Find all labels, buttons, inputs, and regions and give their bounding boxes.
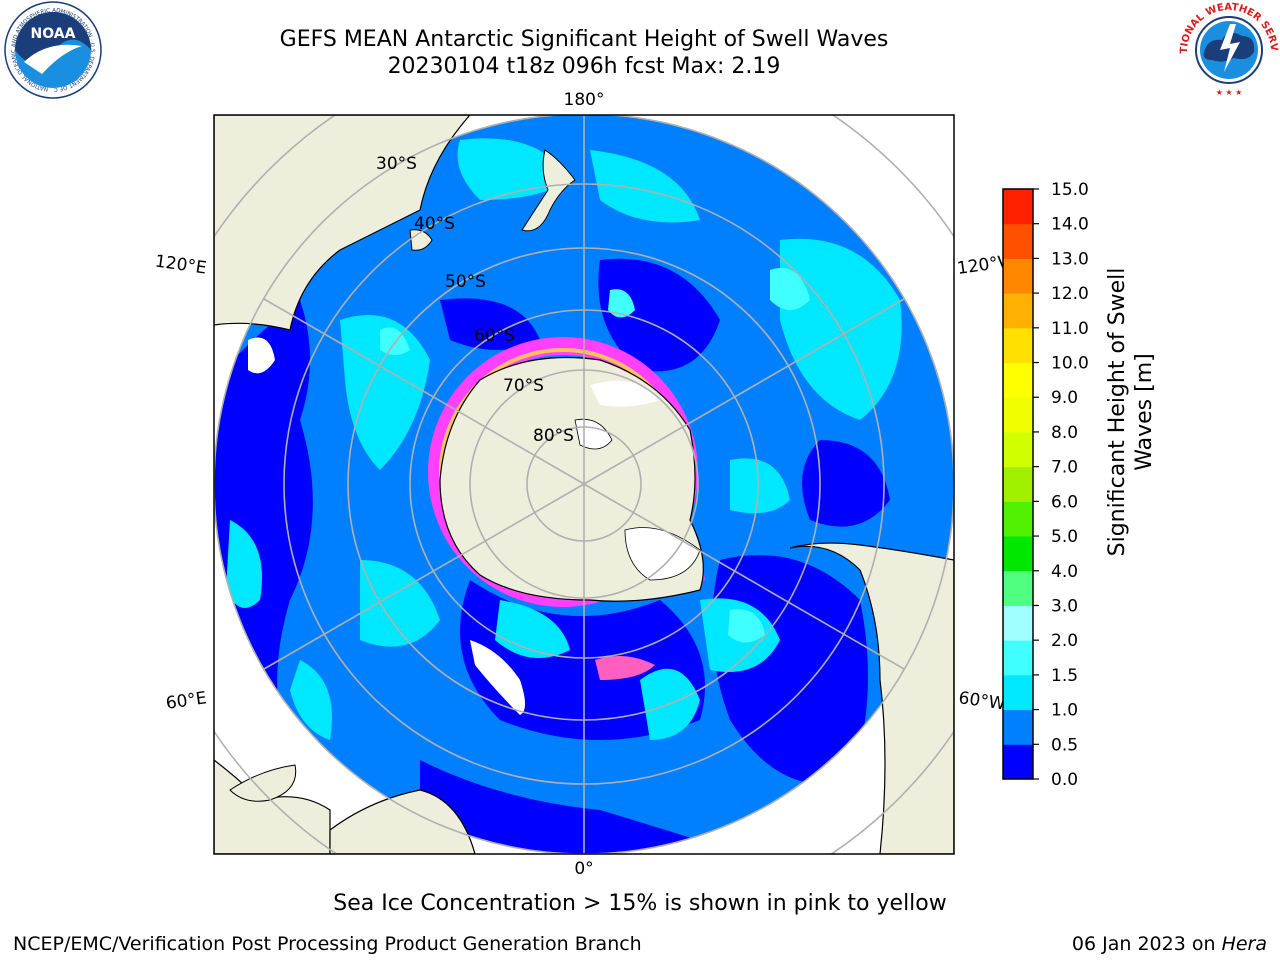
date-stamp: 06 Jan 2023 on Hera (1072, 933, 1267, 955)
colorbar-tick-label: 0.0 (1051, 770, 1078, 790)
low-swell-region (802, 440, 890, 527)
africa-land (329, 789, 476, 854)
colorbar-swatch (1003, 397, 1033, 433)
low-swell-region (598, 258, 720, 372)
lon-label-60w: 60°W (957, 688, 1006, 714)
colorbar-swatch (1003, 362, 1033, 398)
colorbar-tick-label: 4.0 (1051, 562, 1078, 582)
swell-band-region (290, 660, 332, 740)
noaa-logo-text: NOAA (31, 26, 76, 42)
colorbar-tick-label: 2.0 (1051, 631, 1078, 651)
swell-band-region (457, 138, 570, 200)
colorbar-tick-label: 3.0 (1051, 596, 1078, 616)
swell-band-region (590, 150, 700, 223)
colorbar-swatch (1003, 570, 1033, 606)
colorbar-swatch (1003, 293, 1033, 329)
graticule (214, 115, 954, 854)
lat-label-40s: 40°S (414, 214, 455, 234)
lon-label-0: 0° (574, 859, 593, 879)
svg-text:★ ★ ★: ★ ★ ★ (1216, 88, 1243, 97)
no-data-patch (248, 337, 275, 374)
high-swell-region (608, 289, 635, 318)
lon-label-120e: 120°E (154, 252, 208, 279)
machine-name: Hera (1221, 933, 1267, 955)
colorbar-label-line1: Significant Height of Swell (1105, 268, 1130, 557)
date-text: 06 Jan 2023 on (1071, 933, 1222, 955)
meridian-60w (583, 483, 905, 670)
colorbar-swatch (1003, 640, 1033, 676)
lat-label-30s: 30°S (376, 154, 417, 174)
colorbar-swatch (1003, 674, 1033, 711)
credit-line: NCEP/EMC/Verification Post Processing Pr… (13, 933, 642, 955)
colorbar-swatch (1003, 258, 1033, 294)
colorbar-tick-label: 10.0 (1051, 354, 1089, 374)
lon-label-60e: 60°E (165, 688, 208, 713)
colorbar-tick-label: 7.0 (1051, 458, 1078, 478)
meridian-120w (583, 298, 905, 485)
colorbar-swatch (1003, 223, 1033, 259)
low-swell-region (420, 760, 740, 854)
madagascar-land (229, 764, 297, 802)
south-america-land (789, 542, 954, 854)
lat-label-50s: 50°S (445, 272, 486, 292)
sea-ice-note: Sea Ice Concentration > 15% is shown in … (333, 891, 947, 916)
no-data-patch (470, 640, 525, 715)
colorbar-tick-label: 1.5 (1051, 666, 1078, 686)
map-frame (213, 114, 955, 855)
swell-band-region (730, 458, 790, 514)
colorbar-tick-label: 12.0 (1051, 284, 1089, 304)
meridian-120e (263, 298, 585, 485)
colorbar-tick-label: 5.0 (1051, 527, 1078, 547)
colorbar-tick-label: 0.5 (1051, 735, 1078, 755)
high-swell-region (380, 327, 410, 355)
sea-ice-patch (595, 656, 655, 680)
colorbar-tick-label: 13.0 (1051, 249, 1089, 269)
colorbar-tick-label: 8.0 (1051, 423, 1078, 443)
lat-label-70s: 70°S (503, 376, 544, 396)
lat-label-80s: 80°S (533, 426, 574, 446)
colorbar-tick-label: 1.0 (1051, 701, 1078, 721)
chart-subtitle: 20230104 t18z 096h fcst Max: 2.19 (387, 54, 781, 79)
swell-band-region (340, 315, 430, 470)
colorbar: 0.0 0.5 1.0 1.5 2.0 3.0 4.0 5.0 6.0 7.0 8.0 9.0 10.0… (1002, 180, 1089, 790)
colorbar-swatch (1003, 744, 1033, 780)
chart-title: GEFS MEAN Antarctic Significant Height o… (279, 27, 889, 52)
colorbar-swatch (1003, 466, 1033, 502)
swell-band-region (360, 560, 440, 647)
ice-shelf (590, 380, 660, 407)
colorbar-swatch (1003, 605, 1033, 641)
colorbar-tick-label: 6.0 (1051, 492, 1078, 512)
high-swell-region (770, 268, 810, 310)
low-swell-region (440, 298, 540, 350)
colorbar-frame (1002, 188, 1034, 780)
colorbar-tick-label: 9.0 (1051, 388, 1078, 408)
colorbar-swatch (1003, 536, 1033, 572)
colorbar-label-line2: Waves [m] (1132, 353, 1157, 470)
lon-label-180: 180° (564, 90, 605, 110)
meridian-60e (263, 483, 585, 670)
colorbar-swatch (1003, 709, 1033, 745)
colorbar-swatch (1003, 431, 1033, 468)
swell-band-region (226, 520, 262, 608)
colorbar-tick-label: 14.0 (1051, 215, 1089, 235)
colorbar-tick-label: 11.0 (1051, 319, 1089, 339)
lat-label-60s: 60°S (474, 326, 515, 346)
nws-logo-icon: NATIONAL WEATHER SERVICE ★ ★ ★ (1178, 0, 1279, 98)
colorbar-swatch (1003, 189, 1033, 225)
colorbar-tick-label: 15.0 (1051, 180, 1089, 200)
noaa-logo-icon: NOAA NATIONAL OCEANIC AND ATMOSPHERIC AD… (2, 0, 102, 99)
high-swell-region (728, 609, 765, 643)
colorbar-swatch (1003, 327, 1033, 364)
colorbar-swatch (1003, 501, 1033, 537)
